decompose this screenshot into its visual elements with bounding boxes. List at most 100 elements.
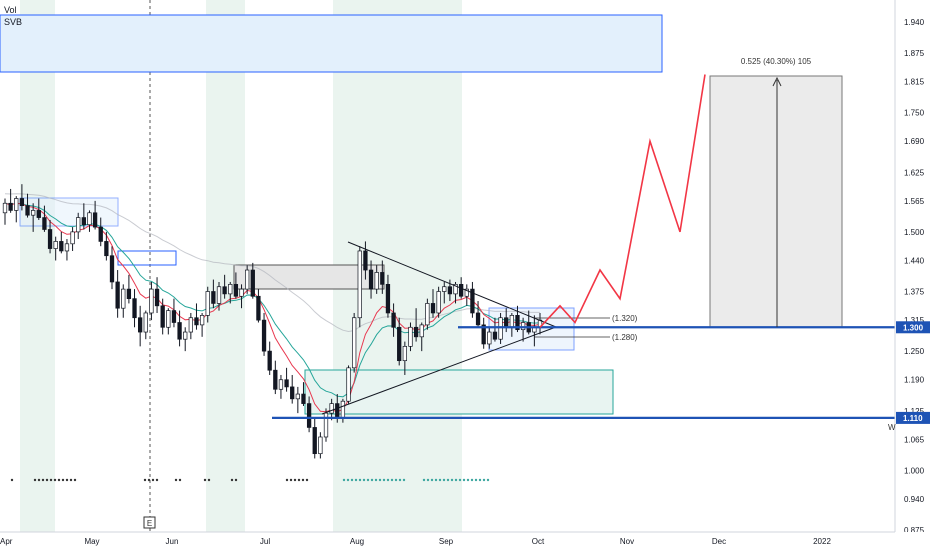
candle-body (380, 272, 385, 285)
candle-body (143, 312, 148, 333)
candle-body (329, 403, 334, 414)
candle-body (397, 326, 402, 362)
price-tick-label: 1.690 (904, 137, 925, 146)
signal-dot-teal (346, 478, 350, 482)
triangle-lower-line (321, 326, 557, 415)
candle-body (250, 269, 255, 297)
measure-label: 0.525 (40.30%) 105 (741, 57, 812, 66)
price-tick-label: 1.440 (904, 256, 925, 265)
signal-dot-teal (402, 478, 406, 482)
candle-body (109, 255, 115, 283)
signal-dot-teal (394, 478, 398, 482)
candle-body (25, 205, 30, 216)
signal-dot (33, 478, 37, 482)
signal-dot-teal (426, 478, 430, 482)
signal-dot-teal (454, 478, 458, 482)
candle-body (115, 281, 120, 309)
price-axis-bg (895, 0, 932, 550)
price-tick-label: 1.065 (904, 435, 925, 444)
candle-body (515, 315, 520, 331)
candle-body (233, 283, 239, 297)
signal-dot (285, 478, 289, 482)
candle-body (126, 288, 132, 300)
signal-dot-teal (386, 478, 390, 482)
time-tick-label: Jun (166, 537, 179, 546)
signal-dot-teal (450, 478, 454, 482)
target-measure-box (709, 75, 843, 328)
signal-dot (41, 478, 45, 482)
candle-body (442, 286, 447, 292)
price-tick-label: 1.125 (904, 407, 925, 416)
candle-body (391, 312, 396, 328)
candle-body (273, 369, 278, 390)
candle-body (183, 331, 188, 340)
candle-body (216, 286, 222, 304)
signal-dot-teal (458, 478, 462, 482)
candle-body (76, 217, 81, 233)
candle-body (340, 400, 346, 419)
candle-body (42, 217, 47, 230)
signal-dot (293, 478, 297, 482)
candle-body (194, 317, 199, 326)
candle-body (205, 291, 210, 316)
signal-dot-teal (354, 478, 358, 482)
candle-body (47, 229, 53, 249)
price-tick-label: 1.250 (904, 347, 925, 356)
time-tick-label: Apr (0, 537, 13, 546)
signal-dot (207, 478, 211, 482)
candle-body (154, 288, 160, 307)
svb-label: SVB (4, 17, 23, 27)
signal-dot-teal (342, 478, 346, 482)
price-tick-label: 1.000 (904, 466, 925, 475)
candle-body (239, 288, 244, 297)
candle-body (171, 310, 177, 323)
drawings-layer: (1.320) (1.280) 0.525 (40.30%) 105 (10, 57, 895, 482)
candle-body (149, 288, 154, 314)
signal-dot-teal (438, 478, 442, 482)
price-axis: 1.940 1.875 1.815 1.750 1.690 1.625 1.565 1.500… (888, 0, 932, 550)
candle-body (104, 241, 109, 257)
signal-dot (297, 478, 301, 482)
time-tick-label: Jul (260, 537, 270, 546)
signal-dot (73, 478, 77, 482)
signal-dot (10, 478, 14, 482)
candle-body (8, 202, 13, 211)
candle-body (453, 283, 458, 295)
candle-body (177, 322, 182, 340)
candle-body (290, 386, 295, 400)
candle-body (520, 322, 526, 331)
signal-dot-teal (366, 478, 370, 482)
candle-body (346, 367, 351, 402)
candle-body (70, 231, 75, 245)
price-tick-label: 0.875 (904, 526, 925, 535)
candle-body (509, 315, 514, 328)
candle-body (312, 427, 317, 455)
consolidation-box (488, 307, 575, 351)
candle-body (211, 291, 216, 304)
price-tick-label: 1.815 (904, 78, 925, 87)
candle-body (121, 288, 126, 309)
candle-body (363, 250, 368, 271)
signal-dot (289, 478, 293, 482)
time-tick-label: Sep (439, 537, 454, 546)
candle-body (228, 283, 233, 295)
candle-body (14, 198, 19, 211)
price-tick-label: 0.940 (904, 495, 925, 504)
time-tick-label: Nov (620, 537, 634, 546)
signal-dot (151, 478, 155, 482)
signal-dot-teal (482, 478, 486, 482)
price-tag (896, 321, 930, 334)
signal-dot (305, 478, 309, 482)
signal-dot-teal (478, 478, 482, 482)
signal-dot-teal (486, 478, 490, 482)
price-tick-label: 1.750 (904, 109, 925, 118)
candle-body (470, 288, 475, 314)
signal-dot (234, 478, 238, 482)
signal-dot (147, 478, 151, 482)
candle-body (245, 269, 250, 290)
candle-body (430, 303, 436, 314)
signal-dot (203, 478, 207, 482)
candle-body (166, 310, 171, 328)
